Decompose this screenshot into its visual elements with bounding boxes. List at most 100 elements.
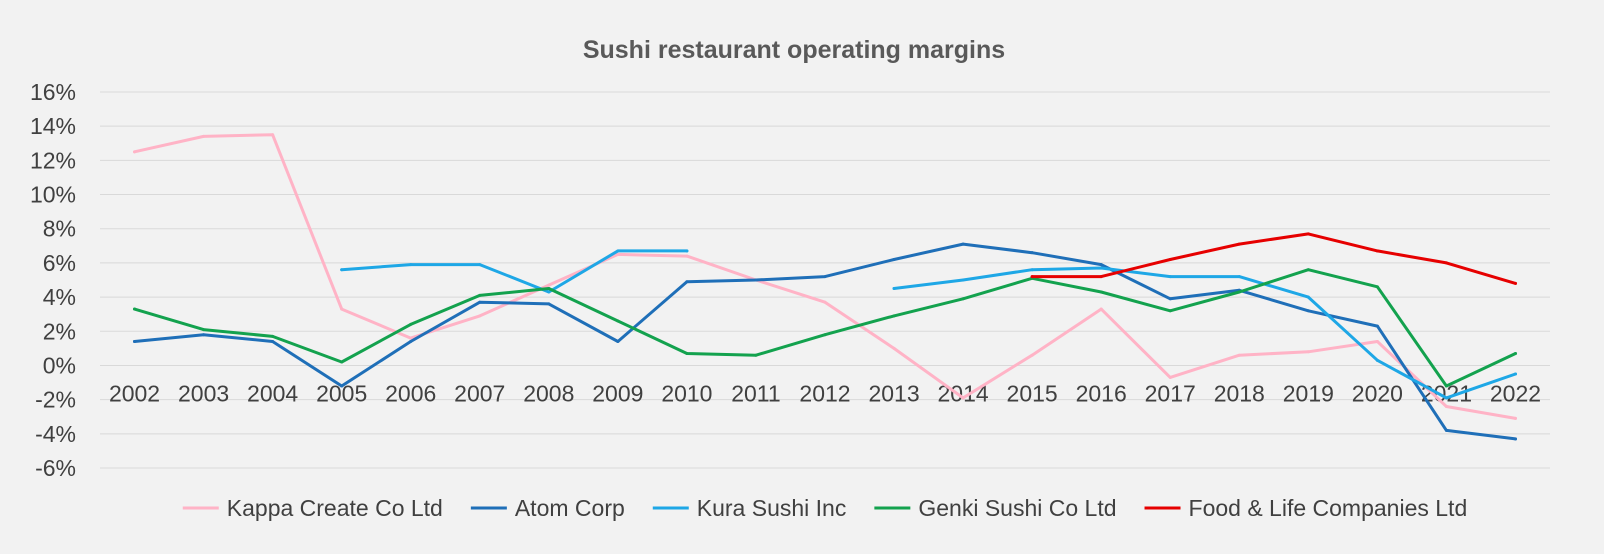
x-tick-label: 2006 (385, 380, 436, 406)
y-tick-label: 2% (43, 318, 76, 344)
data-point (1375, 285, 1379, 289)
data-point (547, 290, 551, 294)
data-point (1513, 372, 1517, 376)
data-point (1099, 275, 1103, 279)
legend-item: Genki Sushi Co Ltd (874, 495, 1117, 521)
series-line (340, 249, 689, 294)
x-axis-ticks: 2002 2003 2004 2005 2006 2007 2008 2009 2010 2011… (109, 380, 1541, 406)
data-point (1444, 261, 1448, 265)
x-tick-label: 2011 (731, 380, 780, 406)
data-point (478, 314, 482, 318)
data-point (892, 314, 896, 318)
data-point (1030, 251, 1034, 255)
data-point (685, 249, 689, 253)
x-tick-label: 2015 (1007, 380, 1058, 406)
data-point (1513, 281, 1517, 285)
data-point (478, 300, 482, 304)
data-point (616, 319, 620, 323)
data-point (1099, 266, 1103, 270)
legend-item: Kappa Create Co Ltd (182, 495, 443, 521)
data-point (1099, 307, 1103, 311)
data-point (1513, 416, 1517, 420)
y-tick-label: 0% (43, 352, 76, 378)
data-point (1444, 404, 1448, 408)
y-tick-label: -4% (35, 421, 76, 447)
data-point (202, 134, 206, 138)
data-point (1237, 353, 1241, 357)
data-point (685, 280, 689, 284)
data-point (1237, 290, 1241, 294)
x-tick-label: 2019 (1283, 380, 1334, 406)
data-point (754, 278, 758, 282)
x-tick-label: 2003 (178, 380, 229, 406)
data-point (961, 297, 965, 301)
data-point (1099, 290, 1103, 294)
data-point (340, 360, 344, 364)
x-tick-label: 2022 (1490, 380, 1541, 406)
data-point (409, 340, 413, 344)
data-point (1168, 297, 1172, 301)
data-point (1375, 324, 1379, 328)
data-point (961, 278, 965, 282)
data-point (1513, 437, 1517, 441)
data-point (1306, 268, 1310, 272)
data-point (1306, 232, 1310, 236)
chart-title: Sushi restaurant operating margins (583, 36, 1005, 64)
x-tick-label: 2004 (247, 380, 298, 406)
series-1 (133, 242, 1517, 441)
x-tick-label: 2007 (454, 380, 505, 406)
data-point (202, 333, 206, 337)
data-point (685, 254, 689, 258)
x-tick-label: 2010 (661, 380, 712, 406)
data-point (1444, 396, 1448, 400)
data-point (409, 263, 413, 267)
data-point (1375, 249, 1379, 253)
data-point (1444, 384, 1448, 388)
data-point (892, 257, 896, 261)
x-tick-label: 2018 (1214, 380, 1265, 406)
data-point (1168, 257, 1172, 261)
legend: Kappa Create Co Ltd Atom Corp Kura Sushi I… (182, 495, 1467, 521)
data-point (1099, 263, 1103, 267)
x-tick-label: 2017 (1145, 380, 1196, 406)
y-tick-label: 16% (30, 79, 76, 105)
series-4 (1030, 232, 1517, 285)
series-line (1030, 232, 1517, 285)
data-point (409, 336, 413, 340)
data-point (961, 396, 965, 400)
data-point (547, 287, 551, 291)
y-tick-label: 10% (30, 182, 76, 208)
data-point (478, 263, 482, 267)
data-point (133, 340, 137, 344)
data-point (961, 242, 965, 246)
legend-label: Kappa Create Co Ltd (227, 495, 443, 521)
y-axis-ticks: -6% -4% -2% 0% 2% 4% 6% 8% 10% 12% 14% 16% (30, 79, 76, 481)
x-tick-label: 2002 (109, 380, 160, 406)
data-point (409, 322, 413, 326)
data-point (1375, 358, 1379, 362)
data-point (547, 302, 551, 306)
data-point (1306, 309, 1310, 313)
legend-label: Kura Sushi Inc (697, 495, 847, 521)
x-tick-label: 2013 (868, 380, 919, 406)
data-point (1375, 340, 1379, 344)
data-point (1237, 275, 1241, 279)
data-point (616, 252, 620, 256)
x-tick-label: 2012 (799, 380, 850, 406)
data-point (133, 307, 137, 311)
data-point (1030, 268, 1034, 272)
series-line (133, 268, 1517, 388)
series-lines (133, 133, 1517, 441)
data-point (271, 334, 275, 338)
series-2 (340, 249, 1517, 400)
y-tick-label: 8% (43, 216, 76, 242)
x-tick-label: 2008 (523, 380, 574, 406)
x-tick-label: 2020 (1352, 380, 1403, 406)
data-point (271, 133, 275, 137)
y-tick-label: 12% (30, 147, 76, 173)
data-point (1030, 275, 1034, 279)
data-point (823, 333, 827, 337)
data-point (892, 346, 896, 350)
data-point (340, 268, 344, 272)
y-tick-label: 6% (43, 250, 76, 276)
